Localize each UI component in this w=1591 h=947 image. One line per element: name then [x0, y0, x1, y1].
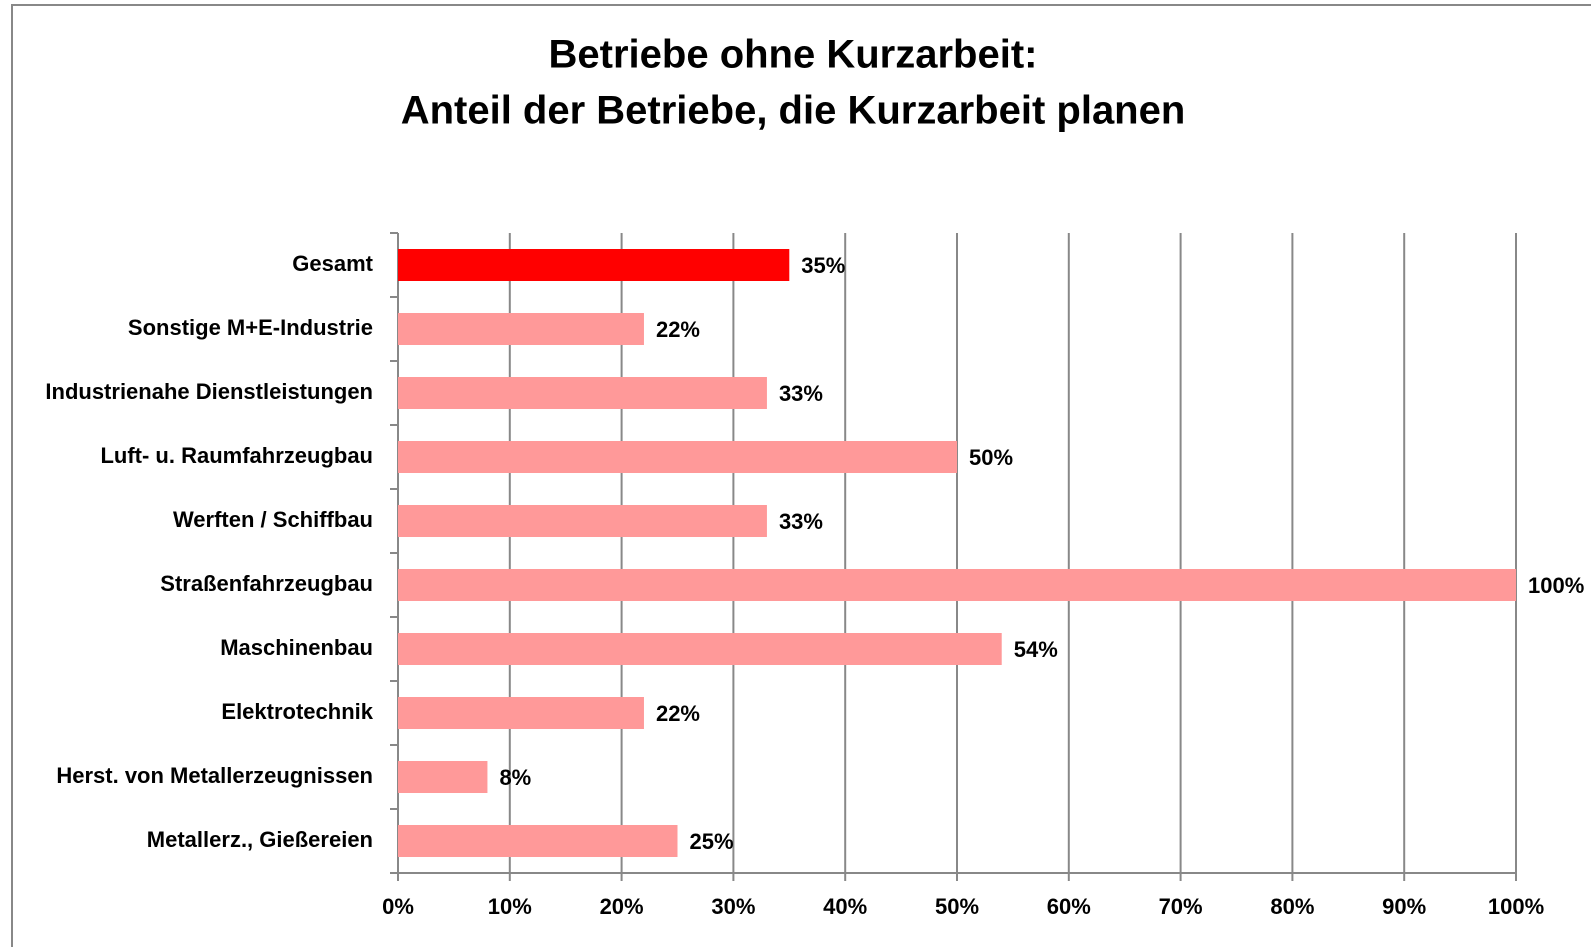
y-tick-label: Industrienahe Dienstleistungen — [45, 379, 373, 404]
data-label: 35% — [801, 253, 845, 278]
bar — [398, 313, 644, 345]
x-tick-label: 90% — [1382, 894, 1426, 919]
x-tick-label: 0% — [382, 894, 414, 919]
chart-title: Betriebe ohne Kurzarbeit: — [549, 33, 1038, 77]
x-tick-label: 70% — [1159, 894, 1203, 919]
y-tick-label: Sonstige M+E-Industrie — [128, 315, 373, 340]
data-label: 100% — [1528, 573, 1584, 598]
x-tick-label: 50% — [935, 894, 979, 919]
data-label: 25% — [690, 829, 734, 854]
x-tick-label: 60% — [1047, 894, 1091, 919]
chart-frame — [11, 4, 1591, 947]
data-label: 33% — [779, 509, 823, 534]
x-tick-label: 100% — [1488, 894, 1544, 919]
bar — [398, 505, 767, 537]
x-tick-label: 30% — [711, 894, 755, 919]
y-tick-label: Gesamt — [292, 251, 373, 276]
bar — [398, 761, 488, 793]
x-tick-label: 10% — [488, 894, 532, 919]
data-label: 54% — [1014, 637, 1058, 662]
bar — [398, 825, 678, 857]
x-tick-label: 80% — [1270, 894, 1314, 919]
x-tick-label: 40% — [823, 894, 867, 919]
bar — [398, 633, 1002, 665]
data-label: 22% — [656, 701, 700, 726]
x-tick-label: 20% — [600, 894, 644, 919]
chart-title: Anteil der Betriebe, die Kurzarbeit plan… — [401, 89, 1186, 133]
data-label: 50% — [969, 445, 1013, 470]
y-tick-label: Metallerz., Gießereien — [147, 827, 373, 852]
y-tick-label: Luft- u. Raumfahrzeugbau — [100, 443, 373, 468]
data-label: 33% — [779, 381, 823, 406]
bar — [398, 569, 1516, 601]
y-tick-label: Werften / Schiffbau — [173, 507, 373, 532]
bar — [398, 441, 957, 473]
data-label: 8% — [499, 765, 531, 790]
bar — [398, 377, 767, 409]
y-tick-label: Straßenfahrzeugbau — [160, 571, 373, 596]
y-tick-label: Herst. von Metallerzeugnissen — [56, 763, 373, 788]
y-tick-label: Elektrotechnik — [221, 699, 373, 724]
bar — [398, 249, 790, 281]
bar — [398, 697, 644, 729]
data-label: 22% — [656, 317, 700, 342]
y-tick-label: Maschinenbau — [220, 635, 373, 660]
